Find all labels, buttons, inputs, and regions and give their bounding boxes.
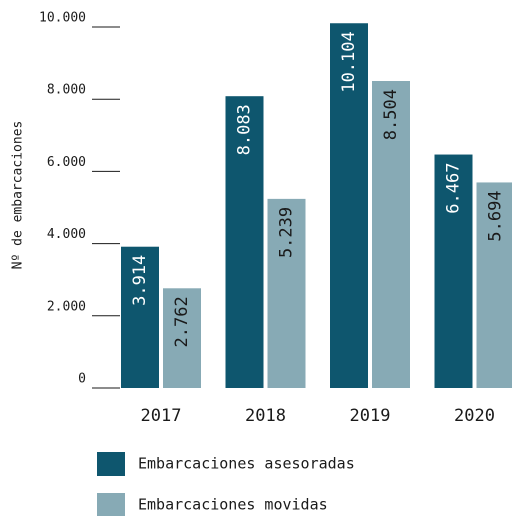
data-label: 8.083 — [235, 104, 255, 155]
y-tick-label: 8.000 — [47, 83, 86, 98]
y-tick-label: 10.000 — [39, 11, 86, 26]
data-label: 3.914 — [130, 255, 150, 306]
bar — [372, 81, 410, 388]
y-tick-label: 6.000 — [47, 155, 86, 170]
bar — [121, 246, 159, 388]
data-label: 2.762 — [172, 296, 192, 347]
legend-label: Embarcaciones movidas — [138, 496, 328, 514]
bar — [267, 198, 306, 388]
y-tick-label: 4.000 — [47, 227, 86, 242]
bar — [225, 96, 264, 388]
data-label: 5.694 — [486, 190, 506, 241]
data-label: 10.104 — [339, 31, 359, 92]
y-tick-label: 0 — [78, 372, 86, 387]
bar — [330, 23, 368, 388]
x-tick-label: 2017 — [141, 406, 182, 426]
x-tick-label: 2019 — [350, 406, 391, 426]
y-tick-label: 2.000 — [47, 299, 86, 314]
data-label: 5.239 — [277, 207, 297, 258]
bar — [163, 288, 201, 388]
x-tick-label: 2020 — [454, 406, 495, 426]
data-label: 8.504 — [381, 89, 401, 140]
legend-swatch — [97, 493, 125, 516]
legend-label: Embarcaciones asesoradas — [138, 455, 355, 473]
bar — [476, 182, 512, 388]
x-tick-label: 2018 — [245, 406, 286, 426]
bar — [434, 154, 473, 388]
y-axis-label: Nº de embarcaciones — [11, 121, 26, 270]
data-label: 6.467 — [444, 163, 464, 214]
legend-swatch — [97, 452, 125, 476]
